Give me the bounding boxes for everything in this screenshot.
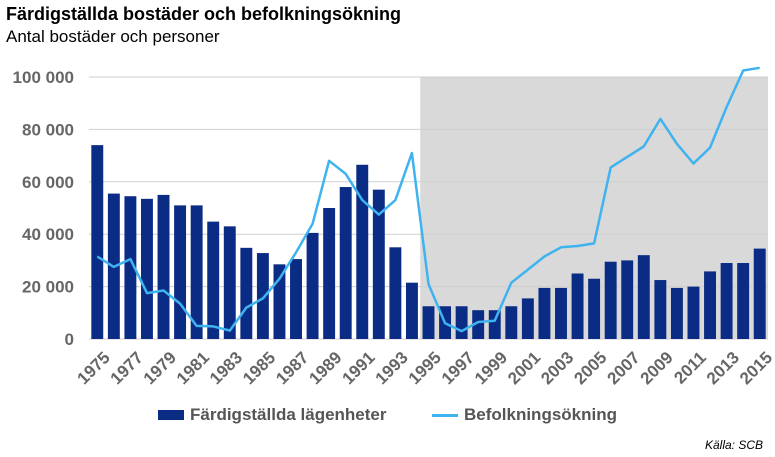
- bar: [571, 273, 584, 339]
- bar: [273, 264, 286, 339]
- bar: [372, 189, 385, 339]
- y-tick-label: 100 000: [13, 68, 74, 87]
- legend-item-line: Befolkningsökning: [432, 405, 617, 425]
- x-tick-label: 1975: [74, 348, 114, 388]
- bar: [604, 261, 617, 339]
- y-axis-ticks: 0 20 000 40 000 60 000 80 000 100 000: [13, 68, 74, 349]
- bar: [405, 282, 418, 339]
- bar: [256, 253, 269, 339]
- bar: [339, 187, 352, 339]
- chart-subtitle: Antal bostäder och personer: [6, 27, 220, 46]
- x-tick-label: 2005: [570, 348, 610, 388]
- bar: [240, 247, 253, 339]
- x-tick-label: 2009: [637, 348, 677, 388]
- y-tick-label: 0: [65, 330, 74, 349]
- y-tick-label: 40 000: [22, 225, 74, 244]
- bar: [422, 306, 435, 339]
- bar: [588, 278, 601, 339]
- x-tick-label: 1983: [206, 348, 246, 388]
- x-tick-label: 2011: [670, 348, 710, 388]
- legend: Färdigställda lägenheter Befolkningsökni…: [0, 405, 775, 429]
- bar: [356, 164, 369, 339]
- x-tick-label: 1991: [339, 348, 379, 388]
- x-tick-label: 1981: [173, 348, 213, 388]
- bar: [654, 280, 667, 339]
- series-line: [96, 66, 760, 333]
- bar: [472, 310, 485, 339]
- legend-swatch-line: [432, 413, 458, 417]
- line-series: [96, 66, 760, 333]
- x-axis-ticks: 1975197719791981198319851987198919911993…: [74, 348, 775, 388]
- x-tick-label: 2015: [736, 348, 775, 388]
- bar: [521, 298, 534, 339]
- bar: [91, 145, 104, 339]
- bar: [174, 205, 187, 339]
- bar: [323, 208, 336, 339]
- x-tick-label: 1997: [438, 348, 478, 388]
- bar: [455, 306, 468, 339]
- bar: [389, 247, 402, 339]
- bar: [207, 221, 220, 339]
- bar: [637, 255, 650, 339]
- bar: [737, 263, 750, 339]
- bar: [306, 232, 319, 339]
- legend-item-bars: Färdigställda lägenheter: [158, 405, 387, 425]
- bar: [190, 205, 203, 339]
- x-tick-label: 1989: [305, 348, 345, 388]
- bar: [141, 198, 153, 339]
- x-tick-label: 1985: [239, 348, 279, 388]
- x-tick-label: 1995: [405, 348, 445, 388]
- legend-label-line: Befolkningsökning: [464, 405, 617, 424]
- bar: [704, 271, 716, 339]
- x-tick-label: 1993: [372, 348, 412, 388]
- bar: [488, 310, 501, 339]
- bar: [290, 259, 302, 339]
- x-tick-label: 1987: [272, 348, 312, 388]
- x-tick-label: 1999: [471, 348, 511, 388]
- source-note: Källa: SCB: [704, 438, 763, 452]
- x-tick-label: 2003: [537, 348, 577, 388]
- bar: [505, 306, 518, 339]
- x-tick-label: 2001: [504, 348, 544, 388]
- legend-label-bars: Färdigställda lägenheter: [190, 405, 387, 424]
- bar: [670, 287, 683, 339]
- bar: [223, 226, 236, 339]
- bar: [538, 287, 551, 339]
- y-tick-label: 20 000: [22, 278, 74, 297]
- bar: [621, 260, 634, 339]
- bar: [753, 248, 766, 339]
- chart-title: Färdigställda bostäder och befolkningsök…: [6, 4, 402, 24]
- bar: [687, 286, 700, 339]
- x-tick-label: 2013: [703, 348, 743, 388]
- bar: [157, 194, 170, 339]
- x-tick-label: 1979: [140, 348, 180, 388]
- bar: [124, 196, 137, 339]
- legend-swatch-bars: [158, 410, 184, 420]
- y-tick-label: 60 000: [22, 173, 74, 192]
- x-tick-label: 2007: [603, 348, 643, 388]
- x-tick-label: 1977: [107, 348, 147, 388]
- y-tick-label: 80 000: [22, 120, 74, 139]
- bar: [720, 263, 733, 339]
- bar: [555, 287, 567, 339]
